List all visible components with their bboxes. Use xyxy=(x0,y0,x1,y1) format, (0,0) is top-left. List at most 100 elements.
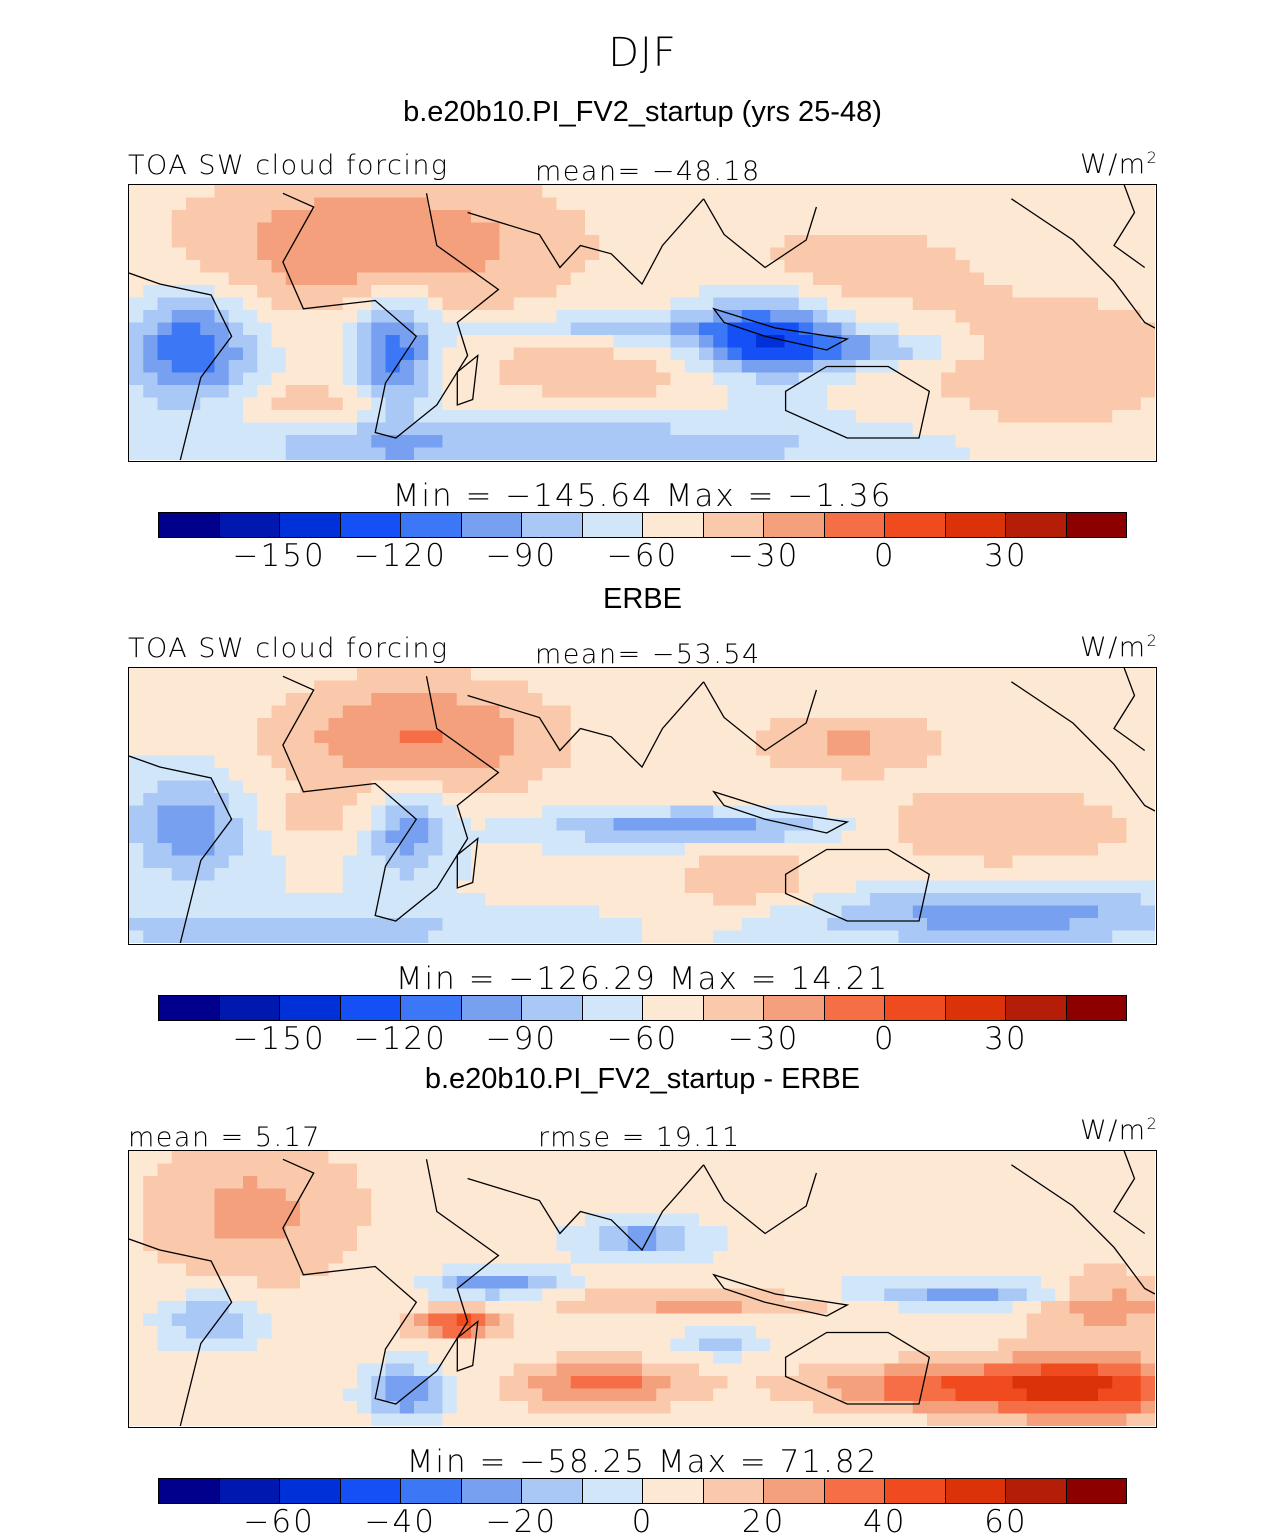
heatmap-cell xyxy=(642,930,657,943)
heatmap-cell xyxy=(300,693,315,707)
heatmap-cell xyxy=(157,755,173,769)
heatmap-cell xyxy=(228,260,244,274)
heatmap-cell xyxy=(428,197,444,211)
heatmap-cell xyxy=(898,197,914,211)
heatmap-cell xyxy=(798,1413,814,1426)
heatmap-cell xyxy=(1083,1401,1099,1415)
heatmap-cell xyxy=(186,410,201,424)
heatmap-cell xyxy=(129,447,144,460)
heatmap-cell xyxy=(542,260,558,274)
heatmap-cell xyxy=(442,435,458,449)
heatmap-cell xyxy=(342,1301,358,1315)
heatmap-cell xyxy=(328,1213,344,1227)
heatmap-cell xyxy=(969,1401,985,1415)
heatmap-cell xyxy=(414,347,429,361)
heatmap-cell xyxy=(585,1351,600,1365)
heatmap-cell xyxy=(941,1413,957,1426)
heatmap-cell xyxy=(271,410,287,424)
heatmap-cell xyxy=(271,222,287,236)
heatmap-cell xyxy=(1083,1238,1099,1252)
heatmap-cell xyxy=(1012,1413,1028,1426)
heatmap-cell xyxy=(342,335,358,349)
heatmap-cell xyxy=(898,1351,914,1365)
heatmap-cell xyxy=(727,1288,743,1302)
heatmap-cell xyxy=(1083,260,1099,274)
heatmap-cell xyxy=(884,1151,900,1165)
heatmap-cell xyxy=(1012,235,1028,249)
heatmap-cell xyxy=(328,918,344,932)
heatmap-cell xyxy=(613,755,629,769)
heatmap-cell xyxy=(1083,818,1099,832)
heatmap-cell xyxy=(627,668,643,682)
heatmap-cell xyxy=(855,1363,871,1377)
heatmap-cell xyxy=(1055,285,1071,299)
heatmap-cell xyxy=(129,1363,144,1377)
heatmap-cell xyxy=(1026,1163,1042,1177)
heatmap-cell xyxy=(257,680,273,694)
heatmap-cell xyxy=(756,830,771,844)
heatmap-cell xyxy=(570,322,586,336)
heatmap-cell xyxy=(171,1376,187,1390)
heatmap-cell xyxy=(257,1276,273,1290)
heatmap-cell xyxy=(143,435,159,449)
colorbar-swatch xyxy=(1006,513,1067,537)
heatmap-cell xyxy=(741,185,757,199)
heatmap-cell xyxy=(1069,680,1085,694)
heatmap-cell xyxy=(813,297,828,311)
heatmap-cell xyxy=(756,1238,771,1252)
heatmap-cell xyxy=(542,197,558,211)
heatmap-cell xyxy=(870,1201,885,1215)
heatmap-cell xyxy=(371,880,387,894)
heatmap-cell xyxy=(770,668,786,682)
heatmap-cell xyxy=(1140,1251,1155,1265)
heatmap-cell xyxy=(798,1263,814,1277)
heatmap-cell xyxy=(841,1188,857,1202)
heatmap-cell xyxy=(727,1213,743,1227)
heatmap-cell xyxy=(827,830,843,844)
heatmap-cell xyxy=(171,197,187,211)
heatmap-cell xyxy=(171,880,187,894)
heatmap-cell xyxy=(314,1163,330,1177)
heatmap-cell xyxy=(143,185,159,199)
heatmap-cell xyxy=(1126,768,1142,782)
heatmap-cell xyxy=(798,1351,814,1365)
heatmap-cell xyxy=(414,918,429,932)
heatmap-cell xyxy=(328,905,344,919)
heatmap-cell xyxy=(699,1213,714,1227)
heatmap-cell xyxy=(143,918,159,932)
heatmap-cell xyxy=(1012,793,1028,807)
heatmap-cell xyxy=(699,1263,714,1277)
heatmap-cell xyxy=(969,755,985,769)
heatmap-cell xyxy=(414,260,429,274)
heatmap-cell xyxy=(556,830,572,844)
heatmap-cell xyxy=(1083,1226,1099,1240)
heatmap-cell xyxy=(670,1163,686,1177)
heatmap-cell xyxy=(784,743,800,757)
heatmap-cell xyxy=(855,347,871,361)
heatmap-cell xyxy=(300,272,315,286)
heatmap-cell xyxy=(342,1226,358,1240)
heatmap-cell xyxy=(855,1176,871,1190)
heatmap-cell xyxy=(1083,668,1099,682)
heatmap-cell xyxy=(314,235,330,249)
heatmap-cell xyxy=(870,930,885,943)
heatmap-cell xyxy=(570,880,586,894)
heatmap-cell xyxy=(1098,347,1113,361)
heatmap-cell xyxy=(1140,435,1155,449)
heatmap-cell xyxy=(129,818,144,832)
heatmap-cell xyxy=(143,397,159,411)
heatmap-cell xyxy=(798,905,814,919)
heatmap-cell xyxy=(585,260,600,274)
heatmap-cell xyxy=(827,235,843,249)
heatmap-cell xyxy=(371,310,387,324)
heatmap-cell xyxy=(941,730,957,744)
heatmap-cell xyxy=(599,1326,615,1340)
heatmap-cell xyxy=(157,260,173,274)
heatmap-cell xyxy=(642,855,657,869)
heatmap-cell xyxy=(399,780,415,794)
heatmap-cell xyxy=(1083,868,1099,882)
heatmap-cell xyxy=(414,1238,429,1252)
heatmap-cell xyxy=(955,1351,971,1365)
heatmap-cell xyxy=(1041,868,1056,882)
heatmap-cell xyxy=(1041,1313,1056,1327)
